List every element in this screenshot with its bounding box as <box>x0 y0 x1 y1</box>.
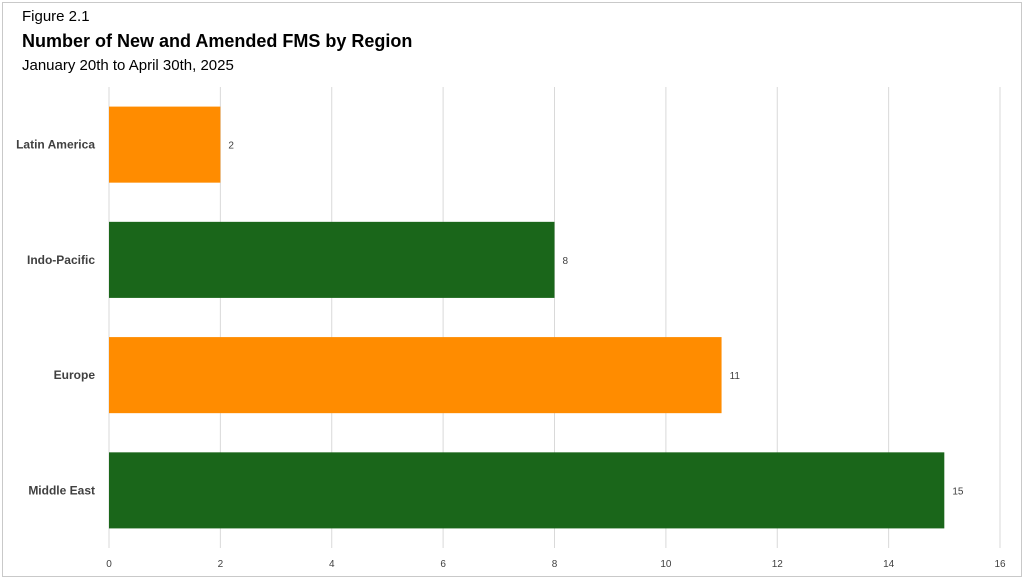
data-label: 15 <box>952 486 964 497</box>
x-tick-label: 4 <box>329 559 335 570</box>
figure-label: Figure 2.1 <box>22 8 90 25</box>
x-tick-label: 14 <box>883 559 895 570</box>
category-label: Europe <box>54 368 96 382</box>
data-label: 11 <box>730 371 741 382</box>
x-tick-label: 8 <box>552 559 558 570</box>
x-tick-label: 12 <box>772 559 784 570</box>
data-label: 8 <box>563 256 569 267</box>
bar <box>109 106 221 183</box>
x-tick-label: 6 <box>440 559 446 570</box>
x-tick-label: 0 <box>106 559 112 570</box>
chart-subtitle: January 20th to April 30th, 2025 <box>22 57 234 74</box>
category-label: Indo-Pacific <box>27 253 95 267</box>
x-tick-label: 10 <box>660 559 672 570</box>
bar <box>109 221 555 298</box>
category-label: Middle East <box>28 483 95 497</box>
bar <box>109 452 945 529</box>
x-tick-label: 2 <box>218 559 224 570</box>
x-tick-label: 16 <box>994 559 1006 570</box>
bar <box>109 337 722 414</box>
category-label: Latin America <box>16 138 95 152</box>
data-label: 2 <box>228 141 234 152</box>
chart-title: Number of New and Amended FMS by Region <box>22 31 413 51</box>
